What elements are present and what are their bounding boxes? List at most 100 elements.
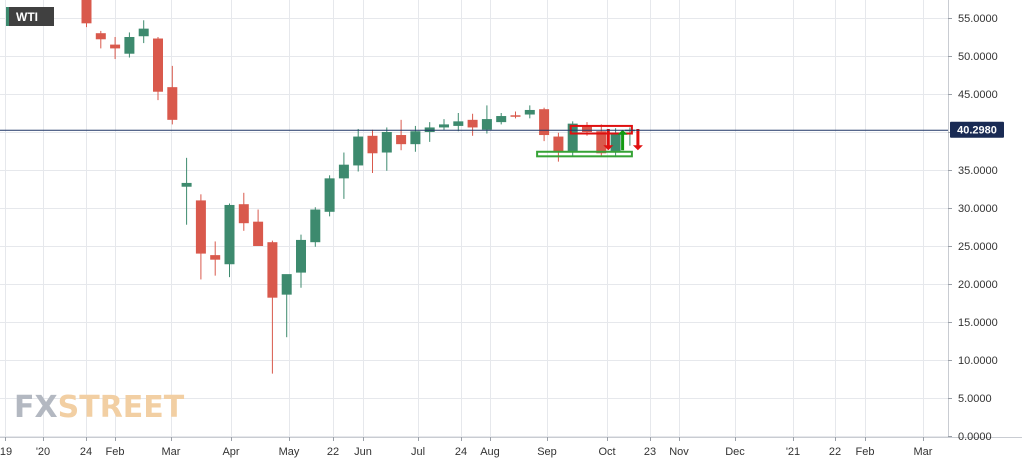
last-price-value: 40.2980 bbox=[957, 125, 997, 137]
y-tick-label: 5.0000 bbox=[958, 393, 992, 405]
candle bbox=[138, 20, 149, 44]
candle bbox=[238, 192, 249, 231]
candle-body bbox=[539, 109, 550, 136]
candle bbox=[396, 119, 407, 151]
candle bbox=[81, 0, 92, 28]
candle bbox=[210, 241, 221, 276]
candle-body bbox=[95, 33, 106, 40]
candle bbox=[367, 129, 378, 174]
candle bbox=[95, 30, 106, 49]
candle-body bbox=[110, 44, 121, 49]
arrow-up-icon bbox=[617, 129, 628, 151]
annotations bbox=[536, 124, 643, 158]
candle-body bbox=[567, 123, 578, 152]
x-tick-label: May bbox=[279, 446, 300, 458]
symbol-tag-accent bbox=[6, 7, 9, 26]
y-tick-label: 30.0000 bbox=[958, 203, 998, 215]
x-tick-label: 22 bbox=[829, 446, 841, 458]
candle-body bbox=[481, 119, 492, 130]
candle-body bbox=[167, 87, 178, 120]
candle-body bbox=[610, 133, 621, 153]
candle-body bbox=[596, 131, 607, 154]
candle-body bbox=[238, 204, 249, 224]
x-tick-label: Dec bbox=[725, 446, 745, 458]
candle-body bbox=[267, 242, 278, 298]
x-tick-label: Sep bbox=[537, 446, 557, 458]
candle-body bbox=[582, 125, 592, 132]
y-tick-label: 0.0000 bbox=[958, 431, 992, 443]
candle bbox=[281, 274, 292, 338]
y-tick-label: 10.0000 bbox=[958, 355, 998, 367]
x-tick-label: 23 bbox=[644, 446, 656, 458]
candle-body bbox=[381, 132, 392, 153]
candle bbox=[453, 113, 464, 132]
candle-body bbox=[138, 28, 149, 37]
y-tick-label: 45.0000 bbox=[958, 89, 998, 101]
candle-body bbox=[195, 200, 206, 254]
candle bbox=[110, 37, 121, 60]
candle-body bbox=[324, 178, 335, 212]
candle bbox=[124, 32, 135, 58]
candle-body bbox=[553, 136, 564, 153]
x-tick-label: 22 bbox=[327, 446, 339, 458]
candle bbox=[296, 234, 306, 288]
candle-body bbox=[181, 182, 192, 187]
y-tick-label: 20.0000 bbox=[958, 279, 998, 291]
candle-body bbox=[81, 0, 92, 24]
grid bbox=[0, 0, 948, 437]
candle bbox=[424, 122, 435, 142]
candle-body bbox=[353, 136, 364, 166]
candle bbox=[153, 37, 163, 101]
x-tick-label: 24 bbox=[80, 446, 92, 458]
arrow-down-icon bbox=[603, 128, 614, 151]
candle-body bbox=[524, 109, 535, 115]
candle-body bbox=[396, 135, 407, 145]
candle bbox=[524, 105, 535, 119]
x-tick-label: 24 bbox=[455, 446, 467, 458]
y-tick-label: 55.0000 bbox=[958, 13, 998, 25]
candle-body bbox=[296, 239, 306, 273]
x-tick-label: Jul bbox=[411, 446, 425, 458]
candle-body bbox=[281, 274, 292, 295]
candle bbox=[353, 128, 364, 172]
candle bbox=[224, 203, 235, 278]
resistance-box bbox=[569, 124, 633, 135]
candle bbox=[324, 175, 335, 217]
x-tick-label: Aug bbox=[480, 446, 500, 458]
candle-body bbox=[510, 115, 521, 117]
svg-text:FXSTREET: FXSTREET bbox=[14, 390, 185, 425]
x-tick-label: '21 bbox=[786, 446, 800, 458]
candle-body bbox=[410, 131, 421, 145]
x-tick-label: '19 bbox=[0, 446, 12, 458]
symbol-tag: WTI bbox=[6, 7, 54, 26]
candle-body bbox=[153, 38, 163, 92]
x-tick-label: Jun bbox=[354, 446, 372, 458]
candle bbox=[539, 107, 550, 142]
candle-body bbox=[210, 255, 221, 260]
x-tick-label: Feb bbox=[856, 446, 875, 458]
logo-street-text: STREET bbox=[58, 390, 185, 425]
candle bbox=[467, 113, 478, 136]
candle-body bbox=[124, 37, 135, 54]
candle-body bbox=[367, 135, 378, 154]
candle bbox=[267, 240, 278, 374]
candle bbox=[496, 113, 507, 125]
candle bbox=[567, 121, 578, 156]
price-axis: 0.0000 5.0000 10.0000 15.0000 20.0000 25.0000… bbox=[948, 13, 998, 443]
x-tick-label: Oct bbox=[598, 446, 615, 458]
x-tick-label: Mar bbox=[162, 446, 181, 458]
support-box bbox=[536, 150, 633, 158]
candle-body bbox=[496, 116, 507, 123]
candle-body bbox=[310, 209, 321, 243]
candle-body bbox=[467, 119, 478, 128]
candle bbox=[338, 152, 349, 199]
candle-body bbox=[439, 124, 449, 128]
y-tick-label: 35.0000 bbox=[958, 165, 998, 177]
y-tick-label: 25.0000 bbox=[958, 241, 998, 253]
candles bbox=[81, 0, 635, 374]
last-price-label: 40.2980 bbox=[950, 121, 1004, 138]
candle bbox=[167, 65, 178, 125]
candle-body bbox=[253, 221, 264, 246]
arrow-down-icon bbox=[632, 128, 643, 151]
